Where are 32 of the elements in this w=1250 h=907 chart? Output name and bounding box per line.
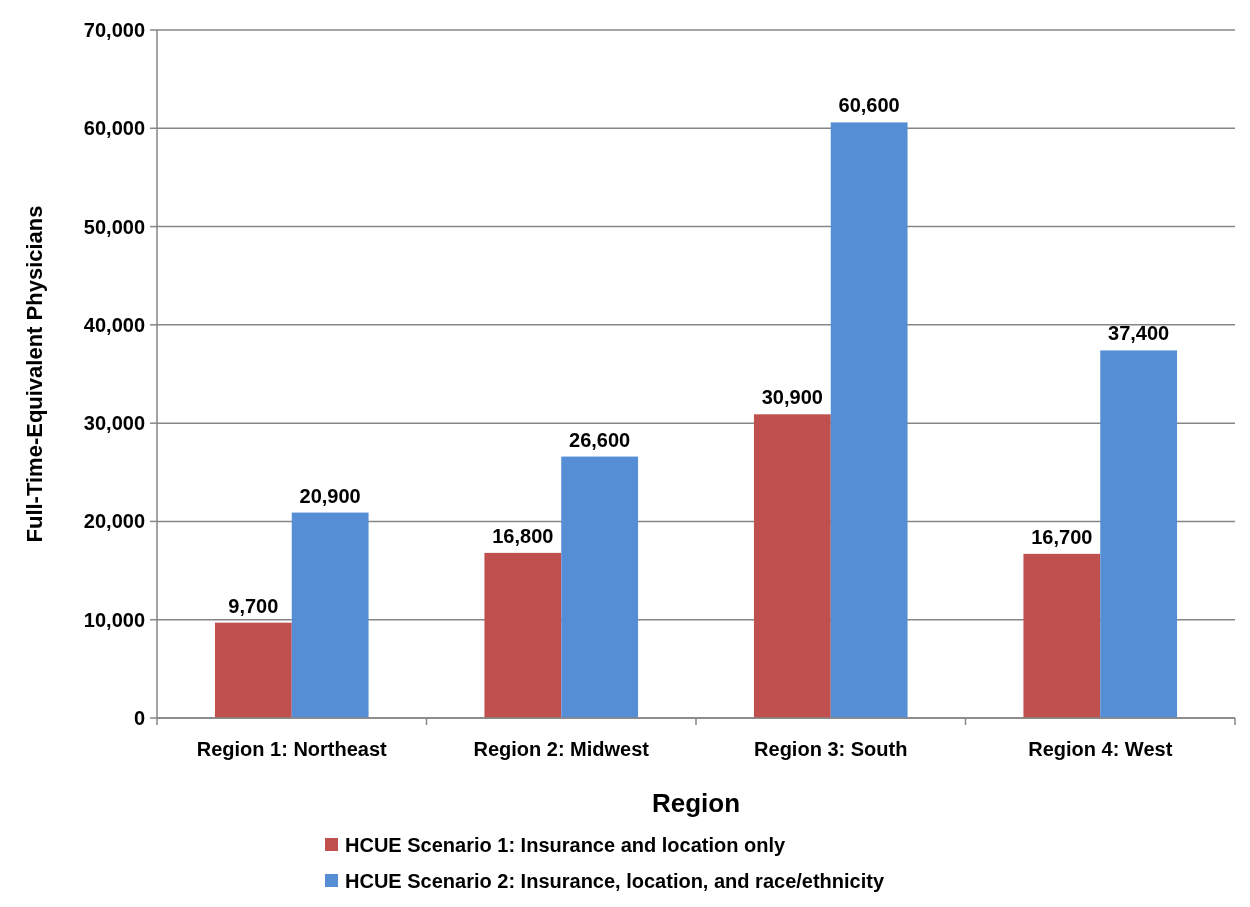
y-tick-label: 40,000 [83,313,145,336]
x-tick-label: Region 1: Northeast [196,738,388,760]
data-label: 60,600 [838,94,900,117]
x-tick-label: Region 3: South [754,738,908,760]
bar [291,512,369,718]
y-tick-label: 0 [133,707,145,729]
data-label: 37,400 [1108,322,1170,345]
legend-label: HCUE Scenario 1: Insurance and location only [345,834,786,856]
data-label: 26,600 [569,428,631,451]
y-tick-label: 20,000 [83,510,145,533]
data-label: 9,700 [228,594,279,617]
x-tick-label: Region 4: West [1028,738,1173,760]
x-tick-label: Region 2: Midwest [473,738,650,760]
y-tick-label: 60,000 [83,117,145,140]
bar [830,122,908,718]
bar [214,622,292,718]
y-tick-label: 30,000 [83,412,145,435]
bar [484,552,562,718]
bar [1023,553,1101,718]
data-label: 16,800 [492,524,554,547]
y-axis-title: Full-Time-Equivalent Physicians [22,205,47,543]
data-label: 30,900 [761,386,823,409]
data-label: 16,700 [1031,525,1093,548]
bar [1100,350,1178,718]
bar [561,456,639,718]
y-tick-label: 10,000 [83,608,145,631]
x-axis-title: Region [651,788,741,818]
data-label: 20,900 [299,484,361,507]
legend-label: HCUE Scenario 2: Insurance, location, and race/ethnicity [345,870,885,892]
y-tick-label: 70,000 [83,19,145,41]
bar [753,414,831,718]
y-tick-label: 50,000 [83,215,145,238]
